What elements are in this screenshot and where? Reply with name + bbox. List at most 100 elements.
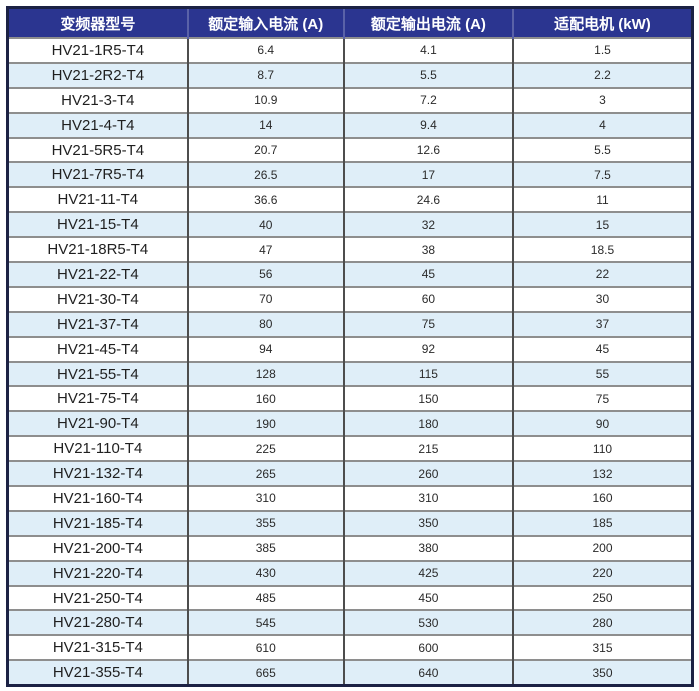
inverter-spec-table: 变频器型号 额定输入电流 (A) 额定输出电流 (A) 适配电机 (kW) HV21-… xyxy=(9,9,691,684)
cell-motor-power: 75 xyxy=(511,385,691,412)
cell-motor-power: 55 xyxy=(511,360,691,387)
cell-motor-power: 22 xyxy=(511,261,691,287)
cell-motor-power: 3 xyxy=(511,86,691,113)
table-row: HV21-250-T4 485 450 250 xyxy=(9,584,691,611)
cell-output-current: 60 xyxy=(342,285,513,312)
header-row: 变频器型号 额定输入电流 (A) 额定输出电流 (A) 适配电机 (kW) xyxy=(9,9,691,38)
cell-motor-power: 5.5 xyxy=(511,136,691,163)
cell-output-current: 180 xyxy=(342,410,513,437)
table-header: 变频器型号 额定输入电流 (A) 额定输出电流 (A) 适配电机 (kW) xyxy=(9,9,691,38)
table-row: HV21-45-T4 94 92 45 xyxy=(9,335,691,362)
cell-model: HV21-45-T4 xyxy=(9,335,188,362)
cell-model: HV21-75-T4 xyxy=(9,385,188,412)
cell-motor-power: 1.5 xyxy=(511,37,691,63)
cell-output-current: 38 xyxy=(342,236,513,263)
table-row: HV21-30-T4 70 60 30 xyxy=(9,285,691,312)
cell-input-current: 47 xyxy=(186,236,344,263)
cell-output-current: 640 xyxy=(342,659,513,684)
cell-model: HV21-90-T4 xyxy=(9,410,188,437)
cell-motor-power: 110 xyxy=(511,435,691,462)
table-row: HV21-160-T4 310 310 160 xyxy=(9,485,691,511)
cell-input-current: 128 xyxy=(186,360,344,387)
table-row: HV21-200-T4 385 380 200 xyxy=(9,534,691,561)
cell-motor-power: 350 xyxy=(511,659,691,684)
cell-motor-power: 30 xyxy=(511,285,691,312)
table-row: HV21-185-T4 355 350 185 xyxy=(9,509,691,536)
cell-motor-power: 132 xyxy=(511,460,691,487)
cell-motor-power: 4 xyxy=(511,111,691,138)
cell-model: HV21-220-T4 xyxy=(9,559,188,586)
cell-output-current: 600 xyxy=(342,634,513,661)
table-row: HV21-5R5-T4 20.7 12.6 5.5 xyxy=(9,136,691,163)
cell-model: HV21-110-T4 xyxy=(9,435,188,462)
cell-output-current: 450 xyxy=(342,584,513,611)
cell-model: HV21-355-T4 xyxy=(9,659,188,684)
cell-model: HV21-250-T4 xyxy=(9,584,188,611)
cell-model: HV21-37-T4 xyxy=(9,310,188,337)
cell-input-current: 665 xyxy=(186,659,344,684)
cell-output-current: 45 xyxy=(342,261,513,287)
column-header-motor-power: 适配电机 (kW) xyxy=(511,9,691,38)
table-row: HV21-90-T4 190 180 90 xyxy=(9,410,691,437)
cell-motor-power: 185 xyxy=(511,509,691,536)
cell-model: HV21-5R5-T4 xyxy=(9,136,188,163)
cell-input-current: 26.5 xyxy=(186,161,344,188)
cell-model: HV21-15-T4 xyxy=(9,211,188,238)
cell-input-current: 545 xyxy=(186,609,344,636)
cell-output-current: 92 xyxy=(342,335,513,362)
cell-motor-power: 18.5 xyxy=(511,236,691,263)
table-row: HV21-355-T4 665 640 350 xyxy=(9,659,691,684)
cell-input-current: 36.6 xyxy=(186,186,344,213)
cell-motor-power: 37 xyxy=(511,310,691,337)
cell-output-current: 9.4 xyxy=(342,111,513,138)
cell-output-current: 75 xyxy=(342,310,513,337)
table-row: HV21-15-T4 40 32 15 xyxy=(9,211,691,238)
cell-motor-power: 15 xyxy=(511,211,691,238)
cell-input-current: 430 xyxy=(186,559,344,586)
column-header-output-current: 额定输出电流 (A) xyxy=(342,9,513,38)
cell-input-current: 610 xyxy=(186,634,344,661)
cell-output-current: 350 xyxy=(342,509,513,536)
table-frame: 变频器型号 额定输入电流 (A) 额定输出电流 (A) 适配电机 (kW) HV21-… xyxy=(6,6,694,687)
cell-model: HV21-18R5-T4 xyxy=(9,236,188,263)
cell-model: HV21-3-T4 xyxy=(9,86,188,113)
cell-input-current: 355 xyxy=(186,509,344,536)
cell-model: HV21-4-T4 xyxy=(9,111,188,138)
table-row: HV21-220-T4 430 425 220 xyxy=(9,559,691,586)
cell-input-current: 385 xyxy=(186,534,344,561)
table-row: HV21-37-T4 80 75 37 xyxy=(9,310,691,337)
column-header-model: 变频器型号 xyxy=(9,9,188,38)
cell-model: HV21-11-T4 xyxy=(9,186,188,213)
cell-output-current: 17 xyxy=(342,161,513,188)
cell-input-current: 10.9 xyxy=(186,86,344,113)
table-row: HV21-3-T4 10.9 7.2 3 xyxy=(9,86,691,113)
cell-output-current: 260 xyxy=(342,460,513,487)
cell-motor-power: 315 xyxy=(511,634,691,661)
cell-motor-power: 220 xyxy=(511,559,691,586)
table-body: HV21-1R5-T4 6.4 4.1 1.5 HV21-2R2-T4 8.7 5.5 2.2… xyxy=(9,37,691,684)
table-row: HV21-22-T4 56 45 22 xyxy=(9,261,691,287)
cell-output-current: 5.5 xyxy=(342,61,513,88)
cell-model: HV21-7R5-T4 xyxy=(9,161,188,188)
cell-model: HV21-22-T4 xyxy=(9,261,188,287)
cell-input-current: 265 xyxy=(186,460,344,487)
cell-motor-power: 7.5 xyxy=(511,161,691,188)
cell-output-current: 150 xyxy=(342,385,513,412)
cell-output-current: 115 xyxy=(342,360,513,387)
cell-input-current: 70 xyxy=(186,285,344,312)
cell-input-current: 20.7 xyxy=(186,136,344,163)
table-row: HV21-11-T4 36.6 24.6 11 xyxy=(9,186,691,213)
cell-input-current: 40 xyxy=(186,211,344,238)
table-row: HV21-55-T4 128 115 55 xyxy=(9,360,691,387)
cell-model: HV21-1R5-T4 xyxy=(9,37,188,63)
table-row: HV21-7R5-T4 26.5 17 7.5 xyxy=(9,161,691,188)
cell-model: HV21-30-T4 xyxy=(9,285,188,312)
cell-output-current: 380 xyxy=(342,534,513,561)
cell-motor-power: 280 xyxy=(511,609,691,636)
cell-motor-power: 250 xyxy=(511,584,691,611)
cell-output-current: 32 xyxy=(342,211,513,238)
table-row: HV21-2R2-T4 8.7 5.5 2.2 xyxy=(9,61,691,88)
column-header-input-current: 额定输入电流 (A) xyxy=(186,9,344,38)
cell-model: HV21-185-T4 xyxy=(9,509,188,536)
cell-input-current: 56 xyxy=(186,261,344,287)
